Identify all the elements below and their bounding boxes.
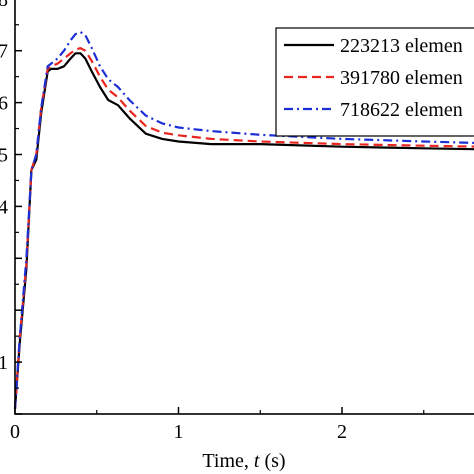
series-line-3 [13, 30, 474, 409]
y-tick-label: 6 [0, 93, 8, 115]
x-axis-title: Time, t (s) [202, 450, 285, 472]
y-tick-label: 1 [0, 352, 8, 374]
x-tick-label: 1 [174, 421, 184, 443]
y-axis: 1 4 5 6 7 8 [0, 0, 22, 415]
x-tick-label: 2 [337, 421, 347, 443]
x-axis-title-text: Time, [202, 450, 254, 472]
y-tick-label: 7 [0, 41, 8, 63]
y-tick-label: 4 [0, 196, 8, 218]
legend: 223213 elemen 391780 elemen 718622 elemen [275, 27, 474, 137]
x-axis-title-unit: (s) [259, 450, 285, 472]
legend-label-1: 223213 elemen [340, 35, 463, 57]
x-axis-title-variable: t [254, 450, 260, 472]
legend-label-3: 718622 elemen [340, 99, 463, 121]
series-lines [13, 30, 474, 409]
x-axis: 0 1 2 [10, 407, 425, 443]
y-tick-label: 5 [0, 145, 8, 167]
legend-label-2: 391780 elemen [340, 67, 463, 89]
y-tick-label: 8 [0, 0, 8, 11]
x-tick-label: 0 [10, 421, 20, 443]
